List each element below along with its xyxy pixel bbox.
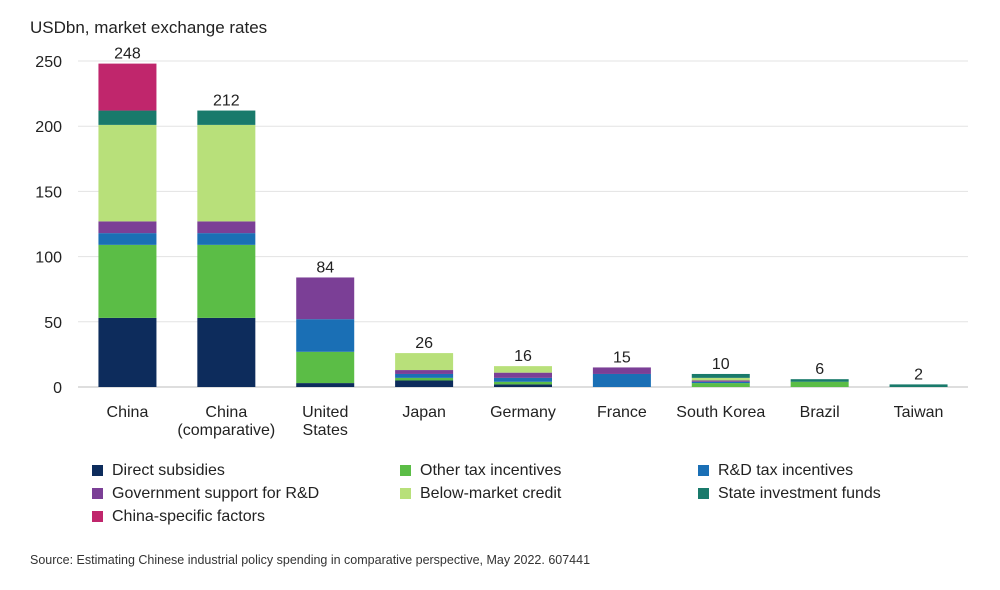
legend-item: Government support for R&D: [92, 483, 400, 504]
bar-segment: [790, 381, 849, 387]
legend-item: China-specific factors: [92, 506, 400, 527]
y-tick-label: 0: [53, 380, 62, 397]
bar-segment: [494, 366, 552, 373]
x-tick-label: China: [107, 404, 149, 421]
bar-segment: [691, 381, 750, 384]
y-tick-label: 100: [35, 250, 62, 267]
bar-segment: [98, 124, 157, 222]
bar-segment: [691, 383, 750, 387]
legend-item: State investment funds: [698, 483, 968, 504]
legend-swatch: [92, 488, 103, 499]
bar-segment: [395, 370, 454, 374]
legend-swatch: [698, 465, 709, 476]
bar-segment: [790, 379, 849, 382]
bar-segment: [889, 384, 948, 387]
x-tick-label: Japan: [402, 404, 446, 421]
bar-segment: [592, 373, 651, 387]
bar-segment: [691, 377, 750, 381]
bar-segment: [197, 110, 256, 125]
x-tick-label: Germany: [490, 404, 556, 421]
bar-segment: [98, 244, 157, 318]
bar-segment: [494, 384, 552, 387]
legend-label: R&D tax incentives: [718, 461, 854, 479]
x-tick-label: Taiwan: [894, 404, 944, 421]
bar-segment: [197, 317, 256, 387]
legend-item: Other tax incentives: [400, 460, 698, 481]
stacked-bar-chart: 0 50 100 150 200 250 248 China 212 China (comparat…: [35, 46, 968, 439]
y-axis-unit-label: USDbn, market exchange rates: [30, 18, 268, 37]
data-label: 84: [316, 259, 334, 276]
legend-label: Other tax incentives: [420, 461, 562, 479]
bar-segment: [296, 277, 355, 320]
x-tick-label: South Korea: [676, 404, 765, 421]
legend-label: State investment funds: [718, 484, 881, 502]
legend-label: Government support for R&D: [112, 484, 320, 502]
bar-segment: [98, 317, 157, 387]
source-note: Source: Estimating Chinese industrial po…: [30, 553, 591, 567]
legend-label: Direct subsidies: [112, 461, 225, 479]
legend-label: China-specific factors: [112, 507, 265, 525]
bar-segment: [691, 380, 750, 382]
bar-segment: [691, 373, 750, 378]
bar-segment: [494, 377, 552, 382]
y-tick-label: 250: [35, 54, 62, 71]
bar-segment: [197, 221, 256, 234]
bar-segment: [395, 373, 454, 378]
bar-segment: [98, 221, 157, 234]
legend-item: Direct subsidies: [92, 460, 400, 481]
bar-segment: [98, 233, 157, 245]
data-label: 26: [415, 335, 433, 352]
bar-segment: [98, 63, 157, 111]
bar-segment: [395, 380, 454, 387]
bar-segment: [296, 383, 355, 387]
data-label: 15: [613, 349, 631, 366]
legend-swatch: [400, 488, 411, 499]
bar-segment: [98, 110, 157, 125]
x-tick-label: China (comparative): [177, 404, 275, 439]
legend-swatch: [400, 465, 411, 476]
bar-segment: [197, 124, 256, 222]
data-label: 6: [815, 361, 824, 378]
legend-swatch: [698, 488, 709, 499]
x-tick-label: United States: [302, 404, 348, 439]
bar-segment: [395, 377, 454, 381]
x-tick-label: France: [597, 404, 647, 421]
bar-segment: [494, 372, 552, 378]
chart-legend: Direct subsidies Other tax incentives R&D …: [92, 460, 972, 527]
data-label: 2: [914, 366, 923, 383]
legend-label: Below-market credit: [420, 484, 562, 502]
legend-item: Below-market credit: [400, 483, 698, 504]
bar-segment: [296, 319, 355, 352]
data-label: 212: [213, 93, 240, 110]
data-label: 248: [114, 46, 141, 63]
bar-segment: [395, 353, 454, 371]
legend-swatch: [92, 465, 103, 476]
legend-item: R&D tax incentives: [698, 460, 968, 481]
bar-segment: [197, 233, 256, 245]
bar-segment: [592, 367, 651, 374]
y-tick-label: 150: [35, 184, 62, 201]
y-tick-label: 50: [44, 315, 62, 332]
y-tick-label: 200: [35, 119, 62, 136]
x-tick-label: Brazil: [800, 404, 840, 421]
bar-segment: [494, 381, 552, 385]
data-label: 10: [712, 356, 730, 373]
legend-swatch: [92, 511, 103, 522]
bar-segment: [197, 244, 256, 318]
data-label: 16: [514, 348, 532, 365]
bar-segment: [296, 351, 355, 384]
